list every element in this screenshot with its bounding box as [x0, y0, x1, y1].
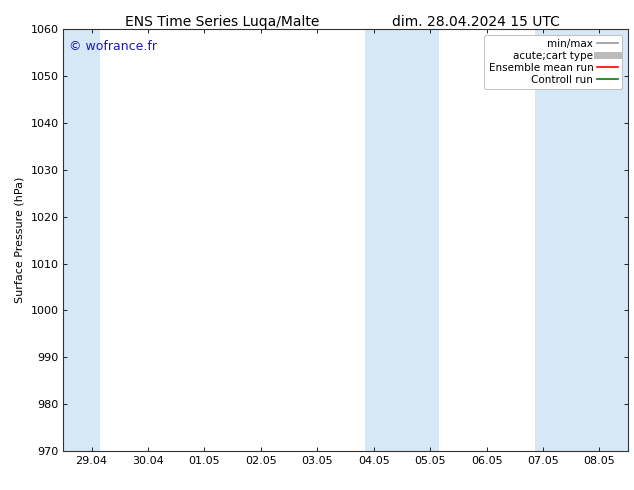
Text: ENS Time Series Luqa/Malte: ENS Time Series Luqa/Malte: [125, 15, 319, 29]
Legend: min/max, acute;cart type, Ensemble mean run, Controll run: min/max, acute;cart type, Ensemble mean …: [484, 35, 623, 89]
Bar: [534, 29, 628, 451]
Bar: [63, 29, 100, 451]
Y-axis label: Surface Pressure (hPa): Surface Pressure (hPa): [15, 177, 25, 303]
Bar: [365, 29, 439, 451]
Text: dim. 28.04.2024 15 UTC: dim. 28.04.2024 15 UTC: [392, 15, 559, 29]
Text: © wofrance.fr: © wofrance.fr: [69, 40, 157, 53]
